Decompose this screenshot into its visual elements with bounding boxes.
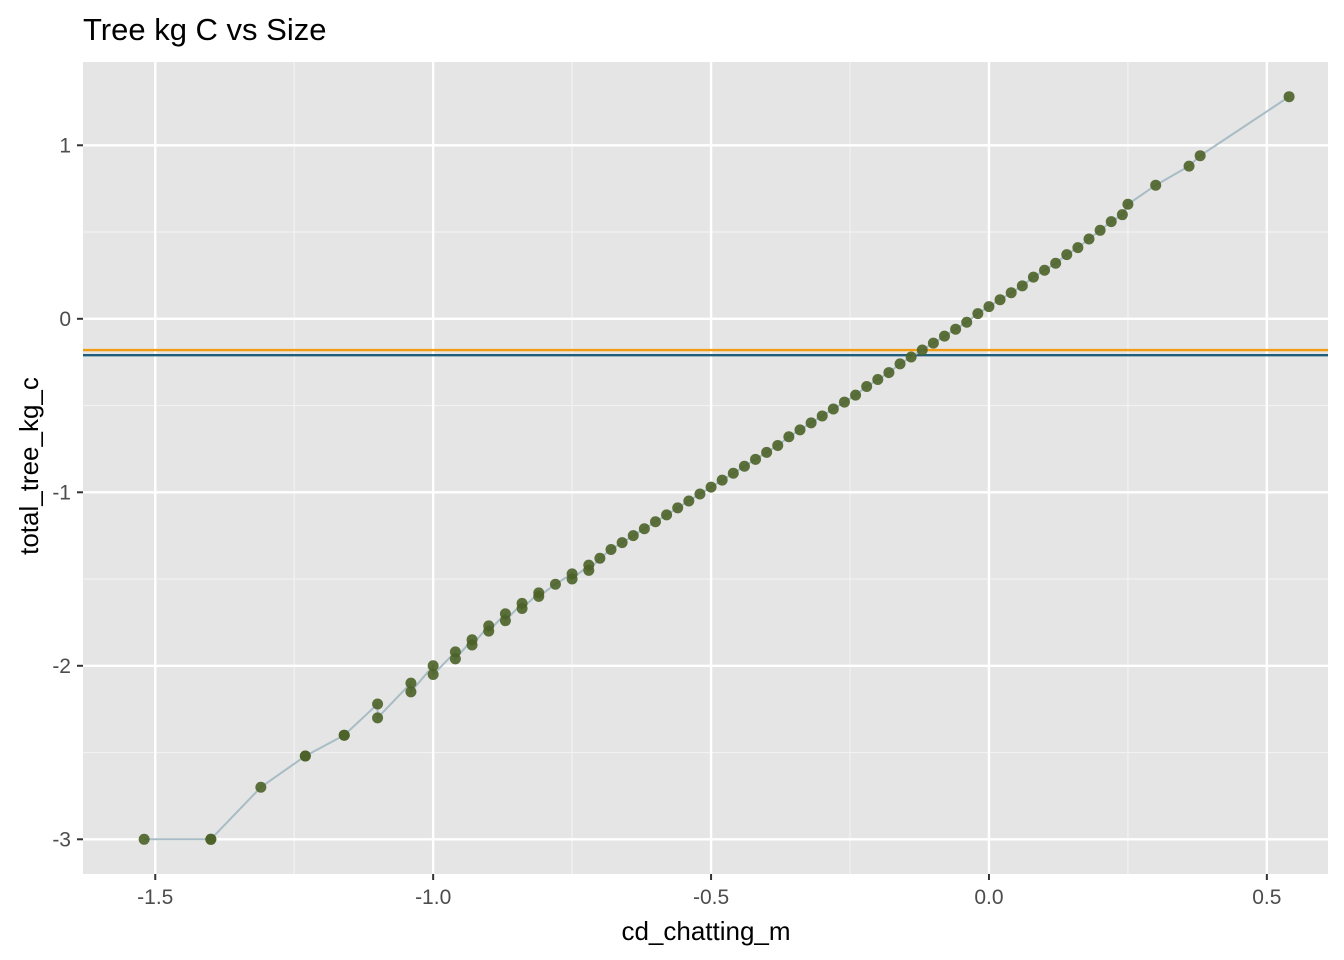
data-point [1005,287,1017,299]
x-axis-title: cd_chatting_m [621,916,790,946]
x-tick-label: -0.5 [693,886,729,909]
data-point [533,590,545,602]
data-point [427,660,439,672]
data-point [649,516,661,528]
data-point [299,750,311,762]
data-point [783,431,795,443]
x-tick-label: 0.5 [1252,886,1281,909]
data-point [938,330,950,342]
data-point [705,481,717,493]
data-point [1039,264,1051,276]
data-point [605,544,617,556]
plot-panel [83,62,1328,874]
data-point [883,367,895,379]
data-point [1094,224,1106,236]
data-point [1283,91,1295,103]
data-point [972,308,984,320]
data-points [138,91,1295,845]
y-tick-label: -2 [52,655,71,678]
data-point [805,417,817,429]
y-tick-label: -1 [52,481,71,504]
x-tick-label: -1.0 [415,886,451,909]
y-axis-title: total_tree_kg_c [14,377,44,555]
data-point [694,488,706,500]
data-point [255,781,267,793]
y-tick-label: 0 [59,308,71,331]
data-point [905,351,917,363]
data-point [794,424,806,436]
data-point [761,446,773,458]
data-point [738,460,750,472]
x-axis-ticks: -1.5 -1.0 -0.5 0.0 0.5 [137,874,1281,909]
data-point [994,294,1006,306]
data-point [483,625,495,637]
data-point [1050,257,1062,269]
data-point [1194,150,1206,162]
data-point [983,301,995,313]
minor-gridlines [83,62,1328,874]
chart-title: Tree kg C vs Size [83,12,326,47]
data-point [627,530,639,542]
data-point [661,509,673,521]
data-point [772,439,784,451]
reference-lines [83,348,1328,357]
data-point [961,316,973,328]
data-point [894,358,906,370]
data-point [750,453,762,465]
data-point [816,410,828,422]
data-point [1105,216,1117,228]
data-point [638,523,650,535]
data-point [1061,249,1073,261]
data-point [1016,280,1028,292]
y-tick-label: -3 [52,828,71,851]
data-point [727,467,739,479]
data-point [1183,160,1195,172]
data-point [583,564,595,576]
data-point [372,698,384,710]
data-point [372,712,384,724]
data-point [850,389,862,401]
data-point [672,502,684,514]
data-point [566,573,578,585]
data-point [205,833,217,845]
data-point [1122,198,1134,210]
data-point [516,603,528,615]
x-tick-label: 0.0 [974,886,1003,909]
data-point [138,833,150,845]
data-point [827,403,839,415]
data-point [616,537,628,549]
data-point [1072,242,1084,254]
data-point [405,677,417,689]
data-point [405,686,417,698]
data-point [916,344,928,356]
data-point [1027,271,1039,283]
data-point [1150,179,1162,191]
data-point [427,668,439,680]
data-point [594,552,606,564]
data-point [549,578,561,590]
data-point [927,337,939,349]
data-point [716,474,728,486]
data-point [338,729,350,741]
data-point [838,396,850,408]
x-tick-label: -1.5 [137,886,173,909]
major-gridlines [83,62,1328,874]
data-point [449,653,461,665]
data-point [499,615,511,627]
y-tick-label: 1 [59,134,71,157]
y-axis-ticks: -3 -2 -1 0 1 [52,134,83,851]
data-point [1083,233,1095,245]
data-point [466,639,478,651]
data-point [950,323,962,335]
data-point [1116,209,1128,221]
data-point [872,374,884,386]
data-point [861,380,873,392]
data-point [683,495,695,507]
